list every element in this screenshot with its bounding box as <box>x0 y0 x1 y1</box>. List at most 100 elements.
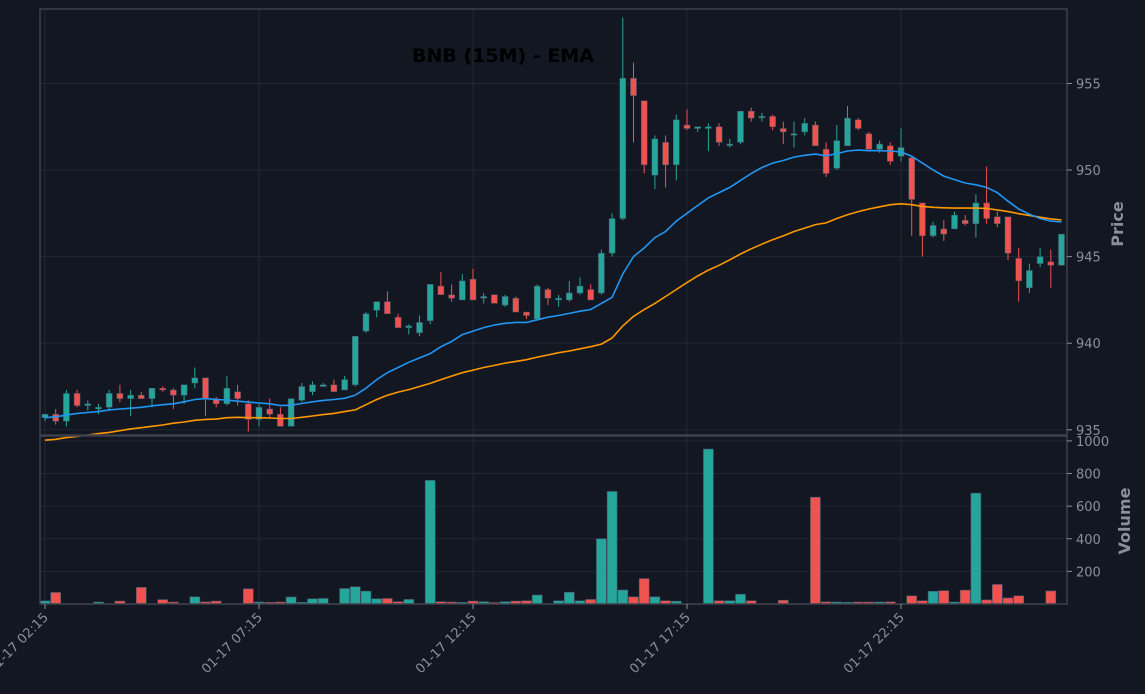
volume-bar <box>735 593 746 605</box>
volume-bar <box>531 594 543 605</box>
candle-body <box>394 316 402 328</box>
volume-axis-ticks: 200 400 600 800 1000 <box>1067 435 1109 580</box>
volume-bar <box>424 480 436 605</box>
ema-slow-line <box>44 202 1062 441</box>
candle-body <box>640 100 648 166</box>
candle-body <box>459 280 466 301</box>
volume-bar <box>1002 597 1014 605</box>
candle-body <box>940 228 948 235</box>
candle-body <box>341 379 348 391</box>
candle-body <box>812 124 819 147</box>
price-panel <box>39 8 1068 436</box>
candle-body <box>951 214 958 230</box>
candle-body <box>533 285 541 320</box>
candle-body <box>1047 261 1055 266</box>
candle-body <box>715 126 723 143</box>
candle-body <box>726 143 734 146</box>
volume-bar <box>360 590 372 605</box>
ema-fast-line <box>44 149 1062 419</box>
volume-axis-label: Volume <box>1115 487 1134 554</box>
candle-body <box>544 289 552 299</box>
candle-body <box>84 403 92 406</box>
candle-body <box>683 124 691 129</box>
candle-body <box>876 143 883 150</box>
candle-body <box>576 285 584 294</box>
candle-body <box>662 142 669 166</box>
candle-body <box>105 393 113 408</box>
volume-bar <box>136 587 147 605</box>
price-axis-label: Price <box>1108 201 1127 247</box>
candle-body <box>255 407 263 420</box>
candle-body <box>801 123 808 133</box>
candle-body <box>961 220 969 224</box>
candle-body <box>212 398 220 405</box>
candle-body <box>319 384 327 387</box>
candle-body <box>384 301 391 315</box>
volume-tick-label: 1000 <box>1076 435 1109 450</box>
candle-body <box>630 78 637 96</box>
candle-body <box>1015 258 1022 282</box>
candle-body <box>790 133 798 136</box>
candle-body <box>780 128 787 133</box>
candle-body <box>287 398 295 427</box>
candle-body <box>416 322 423 334</box>
candle-body <box>405 325 413 328</box>
candle-body <box>673 119 680 166</box>
candle-body <box>587 289 594 301</box>
candle-body <box>73 393 81 406</box>
candle-body <box>501 296 509 306</box>
candle-body <box>844 117 851 147</box>
volume-bar <box>382 598 393 605</box>
volume-bar <box>243 588 254 605</box>
candle-body <box>373 301 380 311</box>
volume-bar <box>371 598 383 605</box>
candle-body <box>277 413 284 427</box>
candle-body <box>769 116 776 128</box>
candle-body <box>919 202 926 237</box>
candle-body <box>512 297 520 313</box>
candle-body <box>480 296 487 299</box>
price-tick-label: 945 <box>1076 251 1101 266</box>
candle-body <box>566 292 573 301</box>
volume-tick-label: 600 <box>1076 500 1101 515</box>
volume-tick-label: 200 <box>1076 565 1101 580</box>
candle-body <box>309 384 316 392</box>
volume-bar <box>189 596 201 605</box>
candle-body <box>747 110 755 119</box>
volume-bar <box>606 491 618 605</box>
candle-body <box>266 408 273 415</box>
candle-body <box>887 145 894 162</box>
volume-bar <box>970 492 982 605</box>
candle-body <box>116 393 124 399</box>
candle-body <box>180 384 188 396</box>
volume-bar <box>638 578 650 605</box>
volume-bar <box>617 589 629 605</box>
candle-body <box>1004 216 1012 254</box>
grid-lines <box>40 9 1067 604</box>
candle-body <box>608 218 616 254</box>
candle-body <box>651 138 659 176</box>
candle-body <box>705 126 712 129</box>
volume-bar <box>649 596 661 605</box>
volume-bar <box>349 586 361 605</box>
candle-body <box>1026 270 1033 289</box>
volume-bar <box>339 588 350 605</box>
volume-bar <box>307 598 318 605</box>
candle-body <box>223 387 231 405</box>
volume-bar <box>927 590 939 605</box>
volume-panel <box>39 435 1068 605</box>
candle-body <box>758 116 766 119</box>
ema-lines <box>44 149 1062 441</box>
candle-body <box>523 311 530 316</box>
candle-body <box>737 110 744 143</box>
candle-body <box>330 384 338 392</box>
volume-bar <box>1013 595 1025 605</box>
candle-body <box>694 126 701 129</box>
candle-body <box>929 225 937 237</box>
candle-body <box>202 377 209 399</box>
volume-bar <box>938 590 950 605</box>
candle-body <box>598 252 605 294</box>
volume-bar <box>563 591 575 605</box>
